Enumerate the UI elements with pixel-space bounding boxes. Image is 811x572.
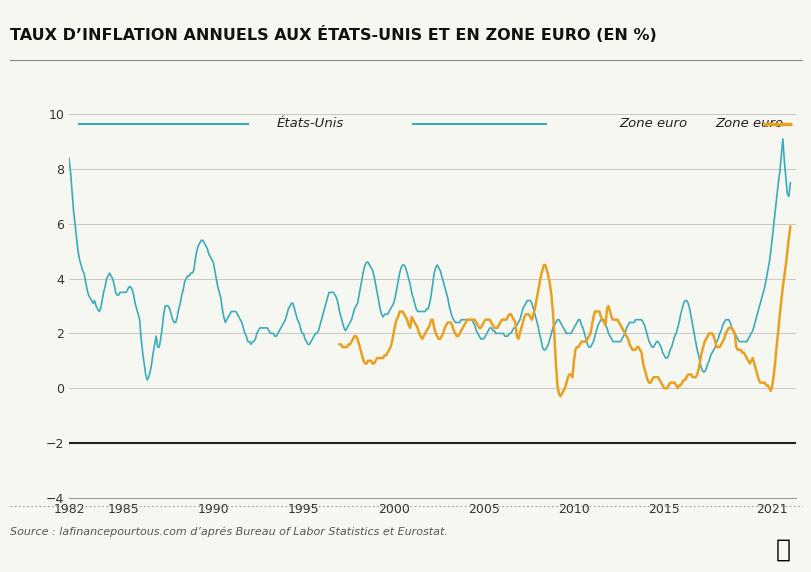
Text: 🌳: 🌳 xyxy=(775,537,790,561)
Text: Zone euro: Zone euro xyxy=(714,117,782,130)
Text: États-Unis: États-Unis xyxy=(276,117,343,130)
Text: TAUX D’INFLATION ANNUELS AUX ÉTATS-UNIS ET EN ZONE EURO (EN %): TAUX D’INFLATION ANNUELS AUX ÉTATS-UNIS … xyxy=(10,26,655,43)
Text: Zone euro: Zone euro xyxy=(618,117,686,130)
Text: Source : lafinancepourtous.com d’aprés Bureau of Labor Statistics et Eurostat.: Source : lafinancepourtous.com d’aprés B… xyxy=(10,527,447,537)
